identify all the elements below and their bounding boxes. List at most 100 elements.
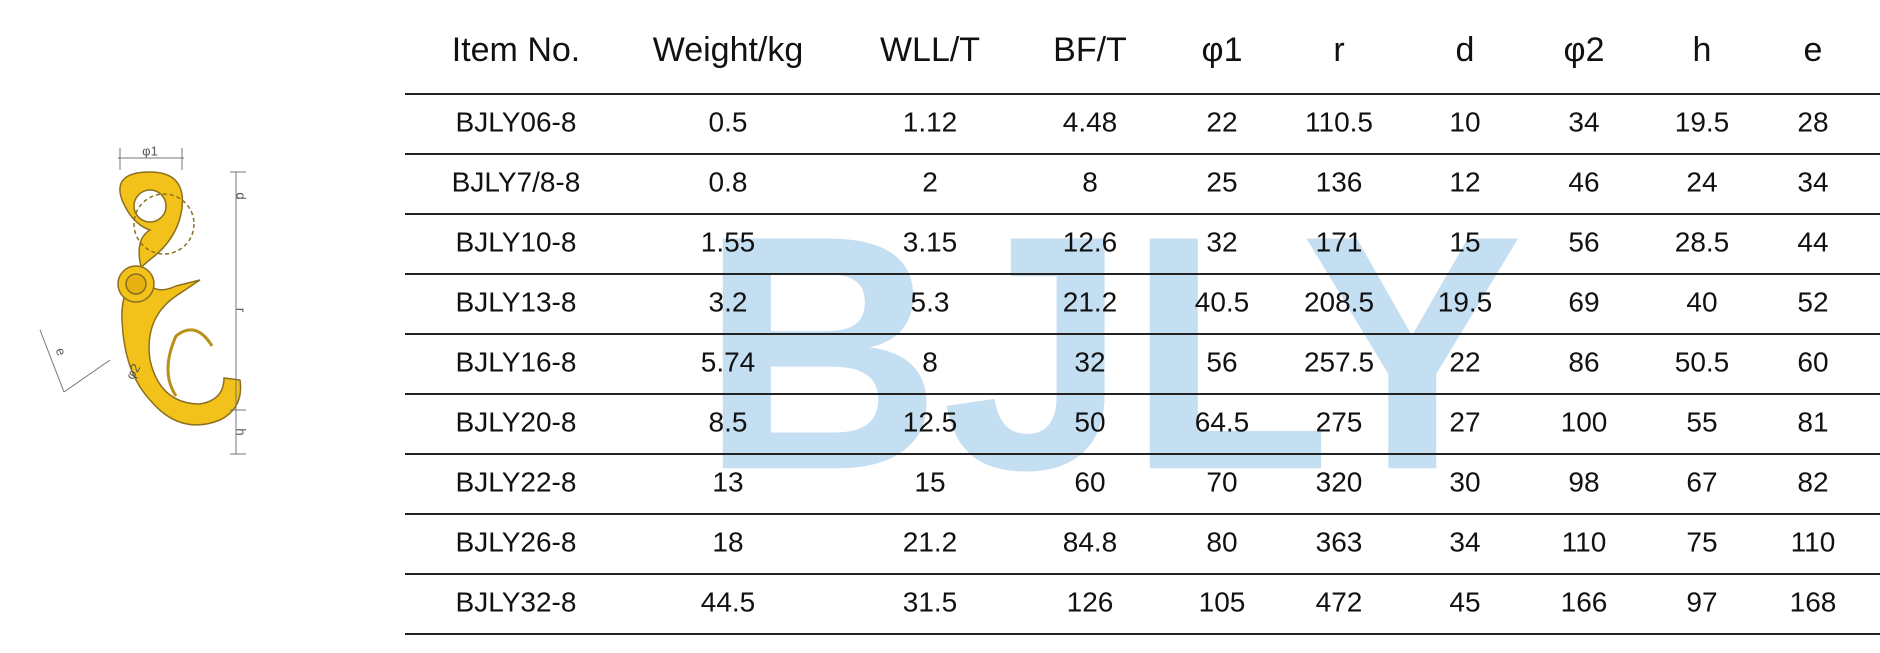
table-cell: 67: [1686, 466, 1717, 497]
column-header: φ2: [1564, 31, 1605, 69]
table-cell: 363: [1316, 526, 1363, 557]
table-cell: 40.5: [1195, 286, 1250, 317]
table-cell: 0.5: [709, 106, 748, 137]
table-cell: 22: [1206, 106, 1237, 137]
table-cell: 55: [1686, 406, 1717, 437]
table-cell: 15: [914, 466, 945, 497]
table-cell: 50: [1074, 406, 1105, 437]
table-cell: 32: [1206, 226, 1237, 257]
table-cell: 166: [1561, 586, 1608, 617]
table-cell: 82: [1797, 466, 1828, 497]
column-header: Weight/kg: [653, 31, 804, 69]
table-cell: 56: [1568, 226, 1599, 257]
table-cell: 81: [1797, 406, 1828, 437]
table-cell: 4.48: [1063, 106, 1118, 137]
table-cell: 3.2: [709, 286, 748, 317]
table-cell: 34: [1449, 526, 1480, 557]
table-cell: 12.6: [1063, 226, 1118, 257]
table-cell: 105: [1199, 586, 1246, 617]
table-cell: 19.5: [1438, 286, 1493, 317]
table-cell: 60: [1797, 346, 1828, 377]
table-cell: 30: [1449, 466, 1480, 497]
table-cell: 3.15: [903, 226, 958, 257]
table-cell: 15: [1449, 226, 1480, 257]
table-cell: 8.5: [709, 406, 748, 437]
table-cell: 86: [1568, 346, 1599, 377]
table-cell: 24: [1686, 166, 1717, 197]
dimension-label: h: [234, 428, 249, 435]
table-cell: 45: [1449, 586, 1480, 617]
table-cell: 19.5: [1675, 106, 1730, 137]
table-cell: 25: [1206, 166, 1237, 197]
table-cell: 5.74: [701, 346, 756, 377]
table-cell: 208.5: [1304, 286, 1374, 317]
table-cell: 12: [1449, 166, 1480, 197]
column-header: h: [1693, 31, 1712, 69]
table-cell: 0.8: [709, 166, 748, 197]
table-cell: 10: [1449, 106, 1480, 137]
table-cell: 110.5: [1305, 106, 1373, 137]
dimension-label: φ2: [123, 361, 144, 382]
table-cell: 28.5: [1675, 226, 1730, 257]
table-cell: 171: [1316, 226, 1363, 257]
item-number: BJLY20-8: [456, 406, 577, 437]
dimension-label: e: [53, 346, 70, 358]
table-cell: 46: [1568, 166, 1599, 197]
table-cell: 56: [1206, 346, 1237, 377]
table-cell: 28: [1797, 106, 1828, 137]
table-cell: 32: [1074, 346, 1105, 377]
table-cell: 12.5: [903, 406, 958, 437]
item-number: BJLY10-8: [456, 226, 577, 257]
table-cell: 60: [1074, 466, 1105, 497]
hook-diagram: [39, 148, 246, 455]
table-cell: 64.5: [1195, 406, 1250, 437]
column-header: Item No.: [452, 31, 580, 69]
item-number: BJLY22-8: [456, 466, 577, 497]
table-cell: 52: [1797, 286, 1828, 317]
table-cell: 168: [1790, 586, 1837, 617]
table-cell: 40: [1686, 286, 1717, 317]
table-cell: 34: [1797, 166, 1828, 197]
table-cell: 97: [1686, 586, 1717, 617]
table-cell: 472: [1316, 586, 1363, 617]
table-cell: 50.5: [1675, 346, 1730, 377]
table-cell: 80: [1206, 526, 1237, 557]
column-header: e: [1804, 31, 1823, 69]
table-cell: 320: [1316, 466, 1363, 497]
table-cell: 100: [1561, 406, 1608, 437]
item-number: BJLY06-8: [456, 106, 577, 137]
column-header: BF/T: [1053, 31, 1127, 69]
item-number: BJLY13-8: [456, 286, 577, 317]
table-cell: 21.2: [1063, 286, 1118, 317]
table-cell: 98: [1568, 466, 1599, 497]
dimension-label: r: [234, 308, 249, 313]
dimension-label: φ1: [142, 143, 158, 158]
item-number: BJLY7/8-8: [452, 166, 581, 197]
table-cell: 110: [1791, 526, 1836, 557]
table-cell: 18: [712, 526, 743, 557]
table-cell: 13: [712, 466, 743, 497]
table-cell: 8: [922, 346, 938, 377]
table-cell: 126: [1067, 586, 1114, 617]
table-cell: 31.5: [903, 586, 958, 617]
table-cell: 5.3: [911, 286, 950, 317]
table-cell: 2: [922, 166, 938, 197]
column-header: d: [1456, 31, 1475, 69]
column-header: WLL/T: [880, 31, 980, 69]
table-cell: 84.8: [1063, 526, 1118, 557]
table-cell: 110: [1562, 526, 1607, 557]
table-cell: 1.55: [701, 226, 756, 257]
item-number: BJLY26-8: [456, 526, 577, 557]
table-cell: 22: [1449, 346, 1480, 377]
item-number: BJLY32-8: [456, 586, 577, 617]
table-cell: 34: [1568, 106, 1599, 137]
table-cell: 21.2: [903, 526, 958, 557]
table-cell: 70: [1206, 466, 1237, 497]
watermark: BJLY: [700, 166, 1523, 539]
table-cell: 44: [1797, 226, 1828, 257]
table-cell: 275: [1316, 406, 1363, 437]
item-number: BJLY16-8: [456, 346, 577, 377]
table-cell: 75: [1686, 526, 1717, 557]
table-cell: 69: [1568, 286, 1599, 317]
